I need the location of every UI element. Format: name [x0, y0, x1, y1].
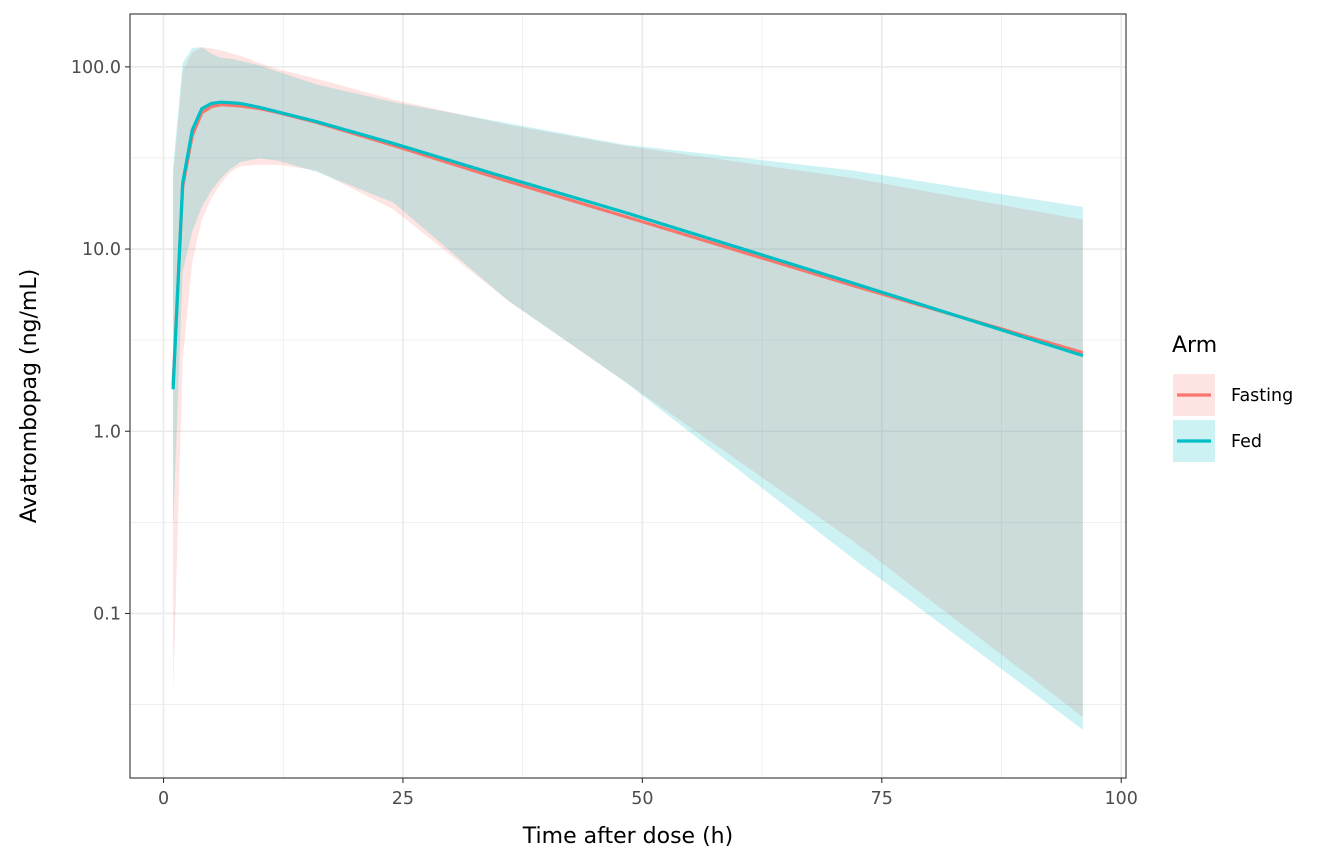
series-line-fasting [171, 103, 1084, 385]
plot-panel [129, 13, 1127, 779]
panel-background [130, 14, 1126, 778]
y-tick-label: 100.0 [71, 58, 121, 78]
ribbon-fed [173, 47, 1083, 730]
y-axis-title: Avatrombopag (ng/mL) [17, 269, 42, 523]
series-lines [171, 100, 1084, 390]
x-tick-label: 100 [1105, 789, 1138, 809]
legend-label-fed: Fed [1231, 432, 1262, 452]
y-tick-label: 0.1 [93, 604, 121, 624]
panel-border [129, 13, 1127, 779]
grid-major [130, 14, 1126, 778]
x-tick-label: 75 [871, 789, 893, 809]
grid-minor [130, 14, 1126, 778]
y-axis: 0.1 1.0 10.0 100.0 [71, 58, 130, 624]
x-tick-label: 50 [631, 789, 653, 809]
x-axis: 0 25 50 75 100 [158, 778, 1138, 809]
ribbon-fasting [173, 47, 1083, 718]
x-tick-label: 25 [392, 789, 414, 809]
legend-title: Arm [1172, 333, 1217, 358]
legend: Arm Fasting Fed [1172, 333, 1293, 462]
y-tick-label: 1.0 [93, 422, 121, 442]
y-tick-label: 10.0 [82, 240, 121, 260]
series-line-fed [171, 100, 1084, 390]
legend-label-fasting: Fasting [1231, 386, 1293, 406]
ribbons [173, 47, 1083, 730]
x-tick-label: 0 [158, 789, 169, 809]
x-axis-title: Time after dose (h) [522, 824, 733, 849]
